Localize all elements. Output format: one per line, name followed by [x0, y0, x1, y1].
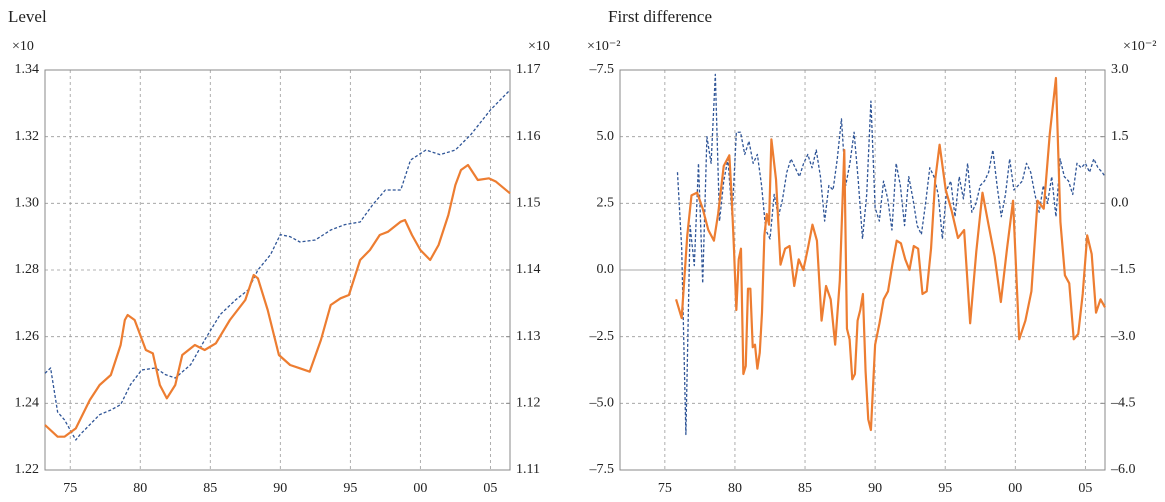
- y2-tick-label: 0.0: [1111, 196, 1129, 211]
- series-line: [676, 73, 1106, 436]
- y-tick-label: 0.0: [597, 262, 615, 277]
- series-line: [44, 89, 511, 441]
- y2-tick-label: 3.0: [1111, 62, 1129, 77]
- y-tick-label: 1.34: [15, 62, 40, 77]
- y-tick-label: –2.5: [589, 329, 615, 344]
- x-tick-label: 05: [1078, 481, 1092, 496]
- y2-tick-label: 1.16: [516, 129, 541, 144]
- y-tick-label: 1.30: [15, 196, 40, 211]
- x-tick-label: 75: [63, 481, 77, 496]
- y2-unit: ×10: [528, 39, 550, 54]
- y2-tick-label: 1.11: [516, 462, 540, 477]
- y2-tick-label: 1.5: [1111, 129, 1129, 144]
- y-tick-label: –5.0: [589, 396, 615, 411]
- y-tick-label: –7.5: [589, 462, 615, 477]
- y-tick-label: 1.24: [15, 396, 40, 411]
- y2-tick-label: 1.15: [516, 196, 541, 211]
- y2-tick-label: 1.13: [516, 329, 541, 344]
- panel-title: First difference: [608, 7, 712, 26]
- y2-tick-label: 1.12: [516, 396, 541, 411]
- y-unit: ×10: [12, 39, 34, 54]
- y2-tick-label: –3.0: [1110, 329, 1136, 344]
- x-tick-label: 80: [728, 481, 742, 496]
- x-tick-label: 95: [938, 481, 952, 496]
- x-tick-label: 05: [483, 481, 497, 496]
- y2-tick-label: –1.5: [1110, 262, 1136, 277]
- y-tick-label: 1.26: [15, 329, 40, 344]
- x-tick-label: 75: [658, 481, 672, 496]
- plot-frame: [619, 69, 1106, 471]
- y2-tick-label: 1.17: [516, 62, 541, 77]
- x-tick-label: 00: [1008, 481, 1022, 496]
- y-tick-label: 5.0: [597, 129, 615, 144]
- x-tick-label: 80: [133, 481, 147, 496]
- y-tick-label: 2.5: [597, 196, 615, 211]
- x-tick-label: 90: [868, 481, 882, 496]
- y-tick-label: 1.22: [15, 462, 40, 477]
- y-tick-label: 1.32: [15, 129, 40, 144]
- x-tick-label: 85: [203, 481, 217, 496]
- y2-tick-label: 1.14: [516, 262, 541, 277]
- series-line: [675, 76, 1106, 432]
- panel-title: Level: [8, 7, 47, 26]
- series-line: [44, 163, 511, 438]
- x-tick-label: 85: [798, 481, 812, 496]
- y2-tick-label: –6.0: [1110, 462, 1136, 477]
- y-unit: ×10⁻²: [587, 39, 620, 54]
- y-tick-label: –7.5: [589, 62, 615, 77]
- x-tick-label: 00: [413, 481, 427, 496]
- x-tick-label: 95: [343, 481, 357, 496]
- y-tick-label: 1.28: [15, 262, 40, 277]
- y2-unit: ×10⁻²: [1123, 39, 1156, 54]
- x-tick-label: 90: [273, 481, 287, 496]
- plot-frame: [44, 69, 511, 471]
- y2-tick-label: –4.5: [1110, 396, 1136, 411]
